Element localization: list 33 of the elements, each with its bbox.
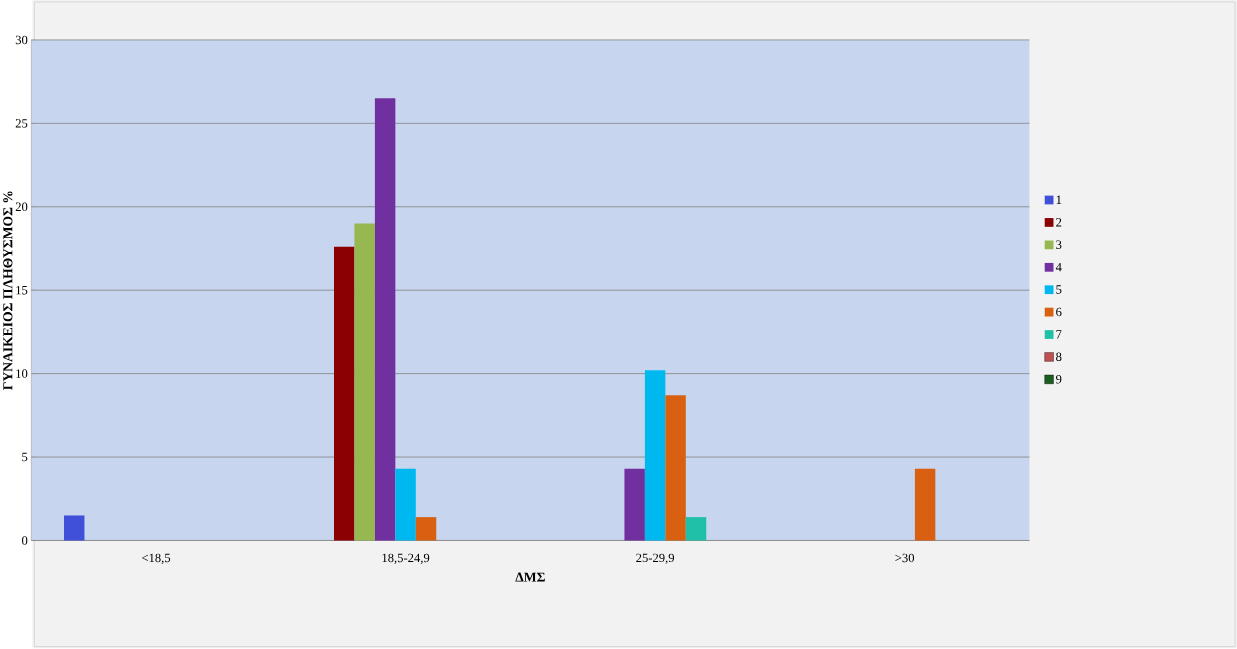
- y-tick-label: 15: [16, 286, 28, 295]
- bar: [395, 468, 416, 541]
- legend-label: 4: [1055, 263, 1062, 272]
- x-tick-label: 18,5-24,9: [382, 553, 430, 565]
- legend-label: 9: [1056, 375, 1062, 384]
- y-axis-title: ΓΥΝΑΙΚΕΙΟΣ ΠΛΗΘΥΣΜΟΣ %: [3, 191, 13, 391]
- legend-label: 2: [1056, 218, 1062, 227]
- legend-label: 5: [1056, 285, 1062, 294]
- legend-label: 6: [1056, 307, 1062, 317]
- y-tick-label: 30: [15, 35, 28, 45]
- x-tick-label: >30: [895, 553, 915, 563]
- y-tick-label: 25: [15, 119, 28, 128]
- bar: [374, 98, 396, 541]
- x-tick-label: <18,5: [142, 553, 171, 565]
- y-tick-label: 10: [16, 369, 28, 379]
- legend-label: 1: [1056, 195, 1062, 205]
- x-axis-title: ΔΜΣ: [515, 572, 545, 582]
- bar: [415, 517, 437, 541]
- y-tick-label: 20: [15, 202, 28, 212]
- y-tick-label: 5: [22, 453, 28, 462]
- legend-label: 7: [1056, 330, 1062, 339]
- bar: [333, 247, 355, 541]
- bar: [914, 468, 936, 541]
- x-tick-label: 25-29,9: [636, 553, 675, 565]
- bar: [64, 515, 85, 541]
- bar: [685, 517, 707, 541]
- bar: [665, 395, 686, 541]
- legend-label: 8: [1056, 352, 1062, 362]
- legend-label: 3: [1056, 240, 1062, 250]
- bar: [624, 468, 645, 541]
- bar: [354, 223, 375, 541]
- y-tick-label: 0: [22, 536, 28, 545]
- bar: [644, 370, 666, 541]
